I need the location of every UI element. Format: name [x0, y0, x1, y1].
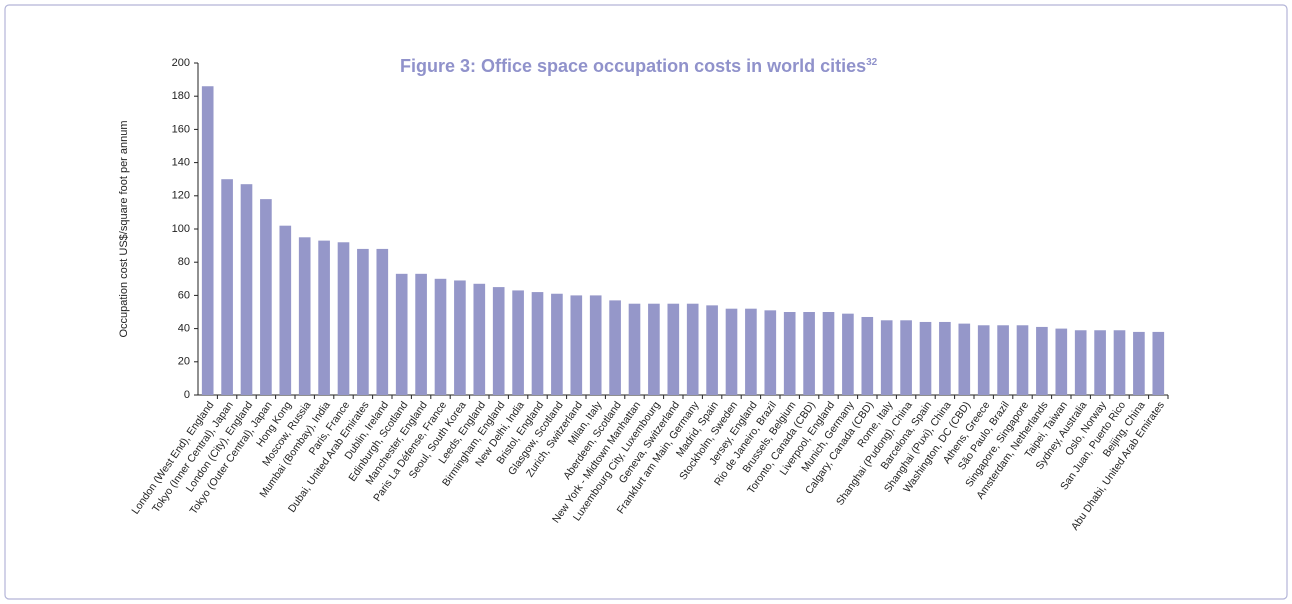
bar	[958, 323, 971, 395]
y-axis-label: Occupation cost US$/square foot per annu…	[118, 120, 130, 337]
bar	[1094, 330, 1106, 395]
bar	[667, 303, 680, 395]
title-superscript: 32	[866, 57, 878, 68]
bar	[628, 303, 641, 395]
y-tick-label: 40	[178, 323, 190, 335]
bar	[318, 240, 330, 395]
bar	[279, 225, 292, 395]
bar	[434, 278, 447, 395]
y-tick-label: 100	[172, 223, 190, 235]
bar	[376, 248, 389, 395]
bar	[861, 316, 874, 395]
frame	[4, 4, 1288, 600]
bar	[764, 310, 777, 395]
y-tick-label: 0	[184, 389, 190, 401]
bar	[706, 305, 718, 395]
bar	[337, 242, 350, 395]
bar	[919, 321, 932, 395]
bar	[822, 312, 835, 395]
bar	[415, 273, 427, 395]
y-tick-label: 180	[172, 90, 190, 102]
bar	[1152, 331, 1165, 395]
y-tick-label: 60	[178, 289, 190, 301]
bar	[260, 199, 272, 395]
bar	[589, 295, 602, 395]
bar	[395, 273, 408, 395]
bar	[1016, 325, 1029, 395]
bar	[900, 320, 912, 395]
y-tick-label: 120	[172, 190, 190, 202]
bar	[686, 303, 699, 395]
bar	[357, 248, 369, 395]
bar	[842, 313, 854, 395]
bar	[803, 312, 815, 395]
y-tick-label: 20	[178, 356, 190, 368]
bar	[570, 295, 583, 395]
bar	[1133, 331, 1145, 395]
bar	[1036, 326, 1048, 395]
bar	[1055, 328, 1068, 395]
bar	[1113, 330, 1126, 395]
bar	[512, 290, 524, 395]
y-tick-label: 140	[172, 157, 190, 169]
bar	[939, 321, 951, 395]
bar	[648, 303, 660, 395]
y-tick-label: 80	[178, 256, 190, 268]
bar	[221, 179, 233, 395]
bar	[298, 237, 311, 395]
chart-title: Figure 3: Office space occupation costs …	[400, 56, 878, 76]
y-tick-label: 200	[172, 57, 190, 69]
bar	[880, 320, 893, 395]
bar	[531, 292, 544, 395]
bar	[997, 325, 1009, 395]
bar	[492, 287, 505, 395]
bar	[977, 325, 990, 395]
bar	[745, 308, 757, 395]
y-tick-label: 160	[172, 123, 190, 135]
bar	[783, 312, 796, 395]
bar	[551, 293, 563, 395]
bar	[725, 308, 738, 395]
bar	[1074, 330, 1087, 395]
bar	[454, 280, 466, 395]
title-text: Figure 3: Office space occupation costs …	[400, 56, 866, 76]
bar	[609, 300, 621, 395]
bar	[473, 283, 486, 395]
bar	[240, 184, 253, 395]
bar	[201, 86, 214, 396]
